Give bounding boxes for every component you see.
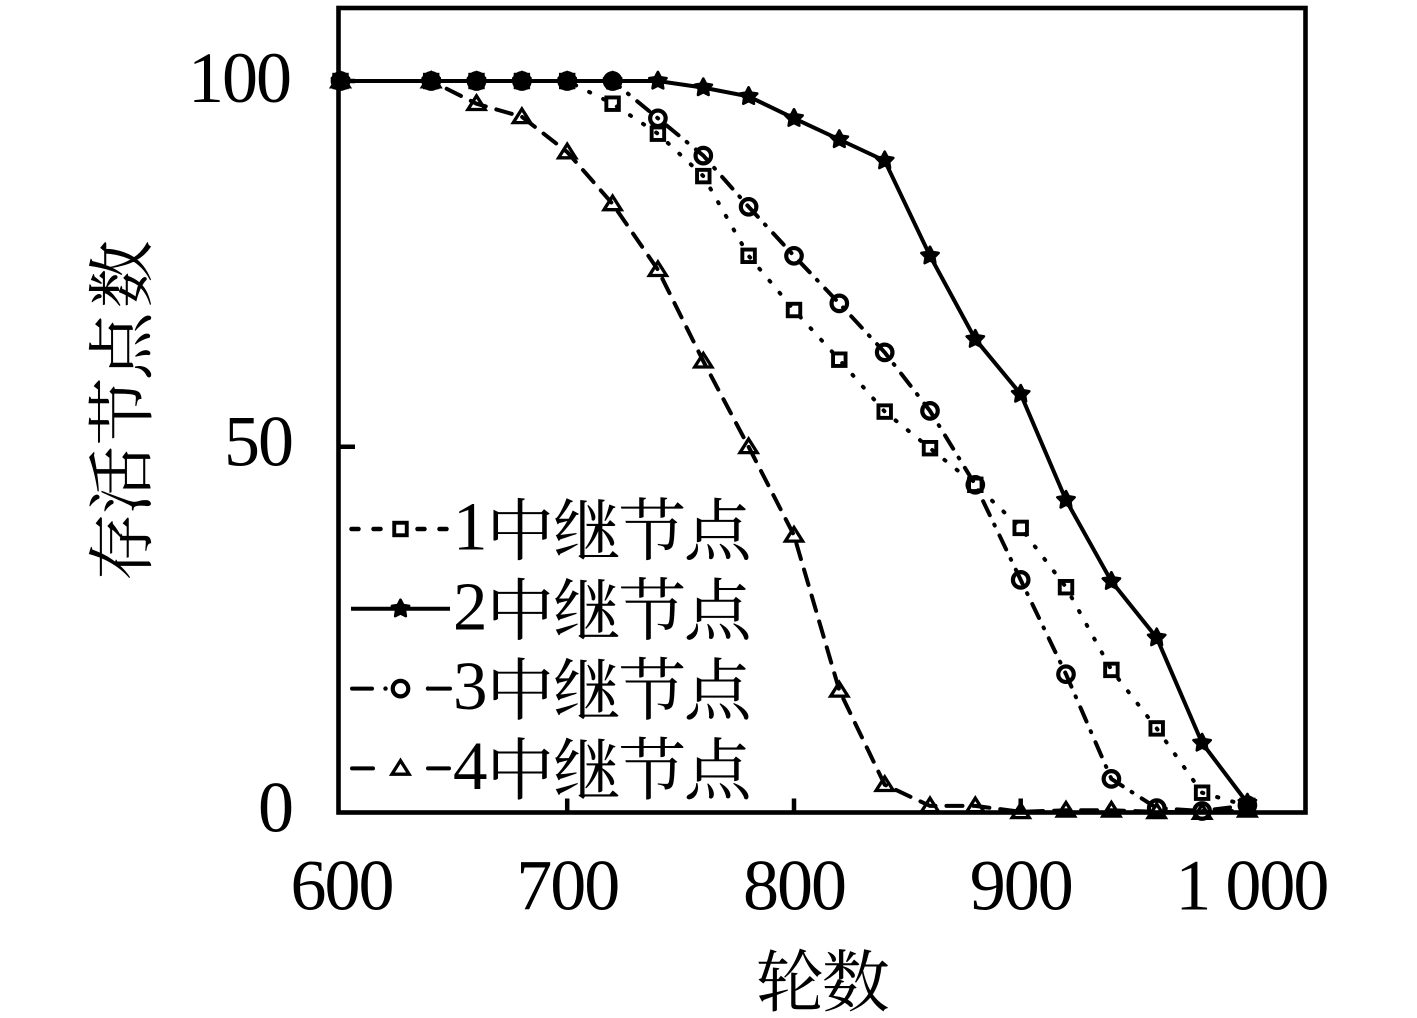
- svg-text:50: 50: [224, 401, 292, 481]
- svg-text:900: 900: [970, 846, 1072, 926]
- svg-text:3: 3: [453, 648, 488, 724]
- svg-text:100: 100: [188, 38, 290, 118]
- svg-text:2: 2: [453, 568, 488, 644]
- svg-text:0: 0: [258, 768, 292, 848]
- svg-text:1: 1: [453, 489, 488, 565]
- svg-text:600: 600: [291, 846, 393, 926]
- svg-text:800: 800: [743, 846, 845, 926]
- svg-text:700: 700: [516, 846, 618, 926]
- svg-text:4: 4: [453, 728, 488, 804]
- svg-text:1 000: 1 000: [1175, 846, 1327, 926]
